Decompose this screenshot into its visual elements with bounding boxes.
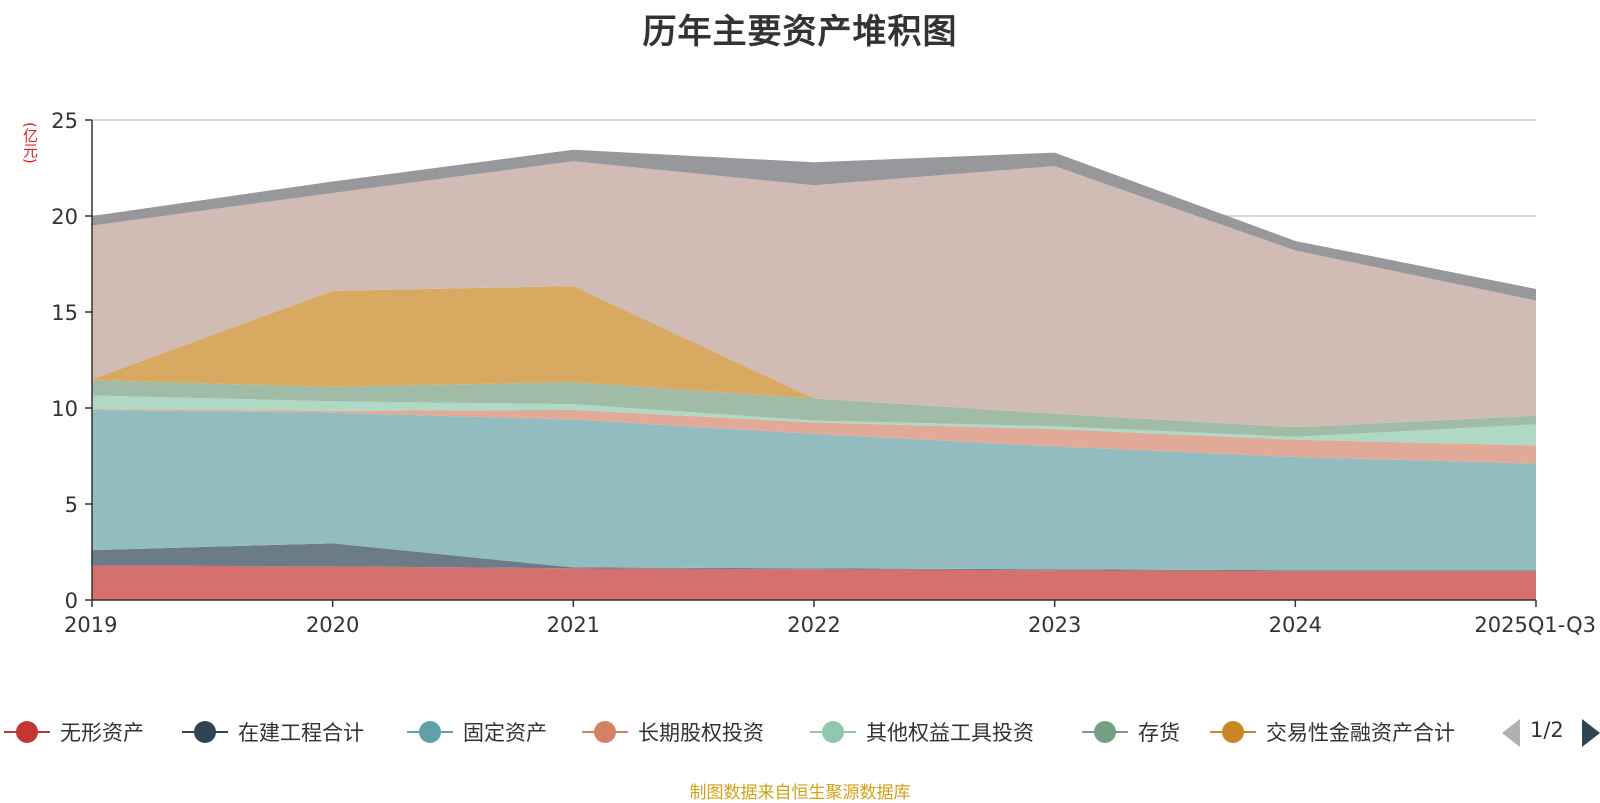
legend-label: 在建工程合计 (238, 721, 364, 745)
legend-marker-icon (1208, 712, 1258, 752)
x-tick-label-4: 2023 (1028, 613, 1081, 637)
legend-item-2[interactable]: 固定资产 (405, 712, 547, 752)
legend-item-3[interactable]: 长期股权投资 (580, 712, 764, 752)
area-series-3[interactable] (92, 408, 1536, 464)
legend-marker-icon (405, 712, 455, 752)
y-tick-label-5: 5 (65, 493, 78, 517)
legend-label: 无形资产 (60, 721, 144, 745)
x-tick-label-5: 2024 (1269, 613, 1322, 637)
legend-prev-page-icon[interactable] (1502, 719, 1520, 747)
area-series-4[interactable] (92, 395, 1536, 446)
y-tick-label-10: 10 (51, 397, 78, 421)
legend-label: 存货 (1138, 721, 1180, 745)
legend-item-1[interactable]: 在建工程合计 (180, 712, 364, 752)
x-tick-label-6: 2025Q1-Q3 (1474, 613, 1596, 637)
area-layer (92, 149, 1536, 600)
y-tick-label-25: 25 (51, 109, 78, 133)
legend-marker-icon (1080, 712, 1130, 752)
legend-item-5[interactable]: 存货 (1080, 712, 1180, 752)
legend: 无形资产 在建工程合计 固定资产 长期股权投资 其他权益工具投资 存货 交易性金融资产合计 (0, 712, 1600, 752)
axis-layer: 0 5 10 15 20 25 2019 2020 2021 2022 2023 2024 2025Q1… (51, 109, 1596, 637)
x-tick-label-2: 2021 (547, 613, 600, 637)
y-tick-label-0: 0 (65, 589, 78, 613)
area-series-8[interactable] (92, 149, 1536, 301)
legend-label: 交易性金融资产合计 (1266, 721, 1455, 745)
y-tick-label-20: 20 (51, 205, 78, 229)
legend-marker-icon (808, 712, 858, 752)
y-tick-label-15: 15 (51, 301, 78, 325)
legend-item-6[interactable]: 交易性金融资产合计 (1208, 712, 1455, 752)
area-series-5[interactable] (92, 380, 1536, 437)
legend-next-page-icon[interactable] (1582, 719, 1600, 747)
area-series-7[interactable] (92, 161, 1536, 428)
x-tick-label-3: 2022 (787, 613, 840, 637)
legend-item-0[interactable]: 无形资产 (2, 712, 144, 752)
chart-title: 历年主要资产堆积图 (642, 12, 958, 52)
x-tick-label-1: 2020 (306, 613, 359, 637)
legend-label: 固定资产 (463, 721, 547, 745)
legend-pager: 1/2 (1500, 712, 1600, 752)
area-series-0[interactable] (92, 565, 1536, 600)
legend-label: 其他权益工具投资 (866, 721, 1034, 745)
legend-item-4[interactable]: 其他权益工具投资 (808, 712, 1034, 752)
legend-page-indicator: 1/2 (1530, 718, 1564, 742)
area-series-1[interactable] (92, 543, 1536, 572)
y-axis-unit-label: (亿元) (21, 122, 39, 164)
legend-marker-icon (580, 712, 630, 752)
legend-label: 长期股权投资 (638, 721, 764, 745)
area-series-6[interactable] (92, 286, 1536, 428)
source-note: 制图数据来自恒生聚源数据库 (689, 783, 911, 803)
x-tick-label-0: 2019 (64, 613, 117, 637)
legend-marker-icon (180, 712, 230, 752)
area-series-2[interactable] (92, 409, 1536, 571)
legend-marker-icon (2, 712, 52, 752)
